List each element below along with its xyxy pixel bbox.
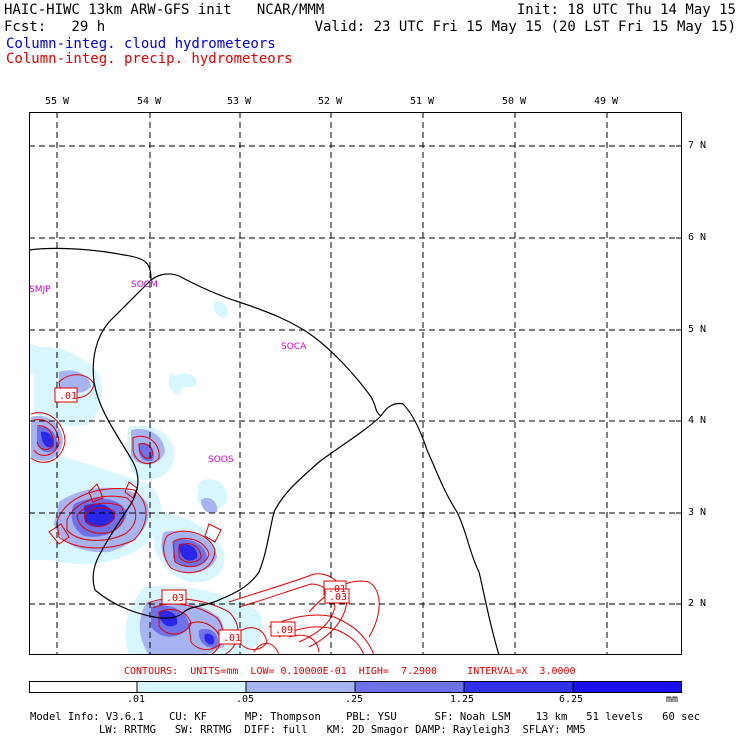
lon-label: 49 W [594,96,619,107]
color-bar-tick: 6.25 [559,694,584,705]
lat-label: 7 N [688,140,707,151]
color-bar-tick: .05 [236,694,255,705]
contours-info: CONTOURS: UNITS=mm LOW= 0.10000E-01 HIGH… [124,666,576,677]
color-bar-segment [29,681,137,693]
field-label-precip: Column-integ. precip. hydrometeors [6,51,293,67]
lon-label: 53 W [227,96,252,107]
contour-label: .03 [329,592,347,603]
lon-label: 55 W [45,96,70,107]
init-time: Init: 18 UTC Thu 14 May 15 [516,2,736,18]
contour-label: .01 [328,584,346,595]
lat-lon-grid [29,112,682,655]
color-bar [29,681,682,693]
lat-label: 2 N [688,598,707,609]
color-bar-tick: .01 [127,694,146,705]
lon-label: 52 W [318,96,343,107]
lat-label: 4 N [688,415,707,426]
contour-labels: .01 .03 .01 .03 .01 .09 [59,391,347,644]
lon-label: 50 W [502,96,527,107]
lat-label: 6 N [688,232,707,243]
contour-label-boxes [54,387,350,645]
lat-label: 3 N [688,507,707,518]
color-bar-segment [464,681,573,693]
lat-label: 5 N [688,324,707,335]
valid-time: Valid: 23 UTC Fri 15 May 15 (20 LST Fri … [314,19,736,35]
map-panel: .01 .03 .01 .03 .01 .09 SMJP SOCM SOCA S… [29,112,682,655]
map-frame [29,112,682,655]
station-label-soos: SOOS [208,455,234,465]
color-bar-tick: .25 [345,694,364,705]
station-labels: SMJP SOCM SOCA SOOS [29,280,307,465]
field-label-cloud: Column-integ. cloud hydrometeors [6,36,276,52]
color-bar-tick: 1.25 [450,694,475,705]
contour-label: .01 [223,633,241,644]
color-bar-units: mm [666,694,679,705]
tick-marks [676,145,682,605]
contour-label: .01 [59,391,77,402]
color-bar-segment [246,681,355,693]
cloud-shade-light [29,301,263,655]
lon-label: 51 W [410,96,435,107]
model-info-line2: LW: RRTMG SW: RRTMG DIFF: full KM: 2D Sm… [99,724,586,736]
color-bar-segment [355,681,464,693]
station-label-smjp: SMJP [29,285,51,295]
lon-label: 54 W [137,96,162,107]
forecast-hour: Fcst: 29 h [4,19,106,35]
color-bar-segment [573,681,682,693]
station-label-socm: SOCM [131,280,158,290]
color-bar-segment [137,681,246,693]
station-label-soca: SOCA [281,342,307,352]
coastline [29,247,500,655]
plot-title: HAIC-HIWC 13km ARW-GFS init NCAR/MMM [4,2,325,18]
model-info-line1: Model Info: V3.6.1 CU: KF MP: Thompson P… [30,711,701,723]
contour-label: .09 [275,625,293,636]
contour-label: .03 [166,593,184,604]
